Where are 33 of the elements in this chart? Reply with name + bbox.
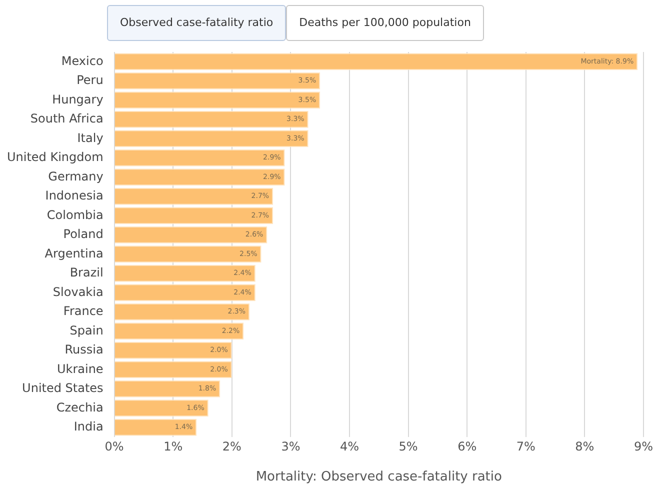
x-tick-label: 6% xyxy=(458,439,477,454)
y-tick-label: Germany xyxy=(48,169,104,184)
y-tick-label: United Kingdom xyxy=(6,150,104,164)
x-axis-title: Mortality: Observed case-fatality ratio xyxy=(256,470,502,485)
tab-button[interactable]: Observed case-fatality ratio xyxy=(107,5,286,41)
x-tick-label: 3% xyxy=(281,439,300,454)
x-tick-label: 0% xyxy=(104,439,124,454)
y-tick-label: France xyxy=(63,304,104,318)
y-tick-label: Russia xyxy=(64,342,104,356)
y-tick-label: Poland xyxy=(63,227,104,241)
y-tick-label: Ukraine xyxy=(56,362,104,376)
y-tick-label: Hungary xyxy=(52,92,104,106)
y-tick-label: Spain xyxy=(70,323,104,338)
x-tick-label: 2% xyxy=(222,439,242,454)
y-tick-label: United States xyxy=(22,381,104,395)
x-tick-label: 4% xyxy=(340,439,360,454)
y-tick-label: Indonesia xyxy=(45,188,104,202)
y-tick-label: South Africa xyxy=(30,112,104,126)
y-tick-label: Mexico xyxy=(61,54,104,68)
x-tick-label: 9% xyxy=(634,439,654,454)
y-tick-label: Colombia xyxy=(46,208,104,222)
x-tick-label: 8% xyxy=(575,439,594,454)
y-tick-label: Italy xyxy=(77,130,104,145)
y-tick-label: Peru xyxy=(76,73,104,87)
x-tick-label: 1% xyxy=(164,439,183,454)
y-tick-label: India xyxy=(74,420,104,434)
y-tick-label: Czechia xyxy=(56,400,104,414)
y-tick-label: Slovakia xyxy=(52,284,104,299)
y-tick-label: Argentina xyxy=(44,246,104,260)
y-tick-label: Brazil xyxy=(70,266,104,280)
x-tick-label: 7% xyxy=(516,439,536,454)
x-tick-label: 5% xyxy=(398,439,418,454)
tab-button[interactable]: Deaths per 100,000 population xyxy=(286,5,484,41)
